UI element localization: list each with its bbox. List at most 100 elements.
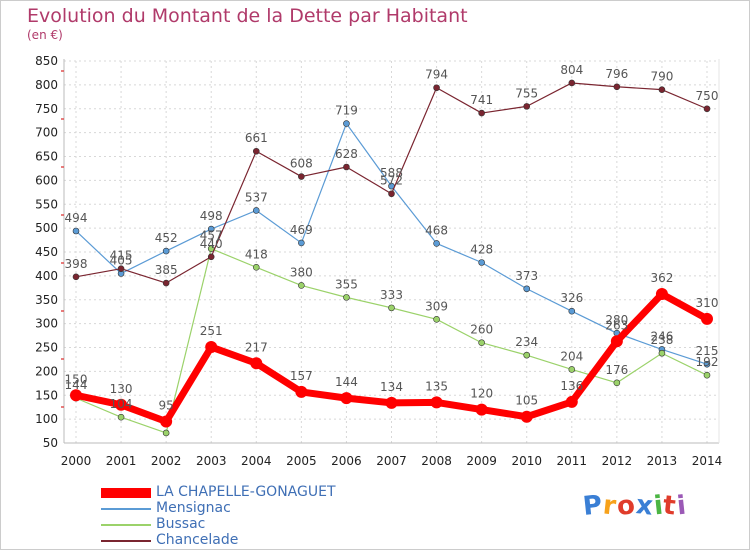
data-label: 310: [696, 296, 719, 310]
y-tick-label: 500: [35, 221, 58, 235]
data-label: 452: [155, 231, 178, 245]
data-point: [613, 83, 621, 91]
data-point: [433, 240, 440, 247]
data-label: 355: [335, 277, 358, 291]
data-point: [430, 396, 443, 409]
data-label: 415: [110, 249, 133, 263]
data-label: 120: [470, 387, 493, 401]
data-label: 150: [65, 372, 88, 386]
x-tick-label: 2006: [331, 454, 362, 468]
x-tick-label: 2013: [647, 454, 678, 468]
x-tick-label: 2011: [557, 454, 588, 468]
data-label: 263: [605, 318, 628, 332]
y-tick-label: 600: [35, 173, 58, 187]
x-tick-label: 2003: [196, 454, 227, 468]
data-point: [523, 103, 531, 110]
data-point: [298, 282, 305, 289]
data-label: 804: [560, 63, 583, 77]
data-point: [610, 335, 623, 348]
data-label: 405: [110, 253, 133, 267]
series-group: [70, 79, 713, 437]
data-label: 136: [560, 379, 583, 393]
data-point: [295, 385, 308, 398]
data-label: 741: [470, 93, 493, 107]
data-label: 135: [425, 379, 448, 393]
data-point: [205, 341, 218, 354]
x-tick-label: 2007: [376, 454, 407, 468]
data-label: 309: [425, 299, 448, 313]
data-label: 469: [290, 223, 313, 237]
legend-label: Mensignac: [156, 500, 231, 516]
data-point: [388, 190, 395, 198]
data-label: 234: [515, 335, 538, 349]
y-tick-label: 100: [35, 412, 58, 426]
data-point: [568, 307, 576, 315]
data-point: [72, 227, 80, 235]
data-point: [703, 371, 711, 379]
x-tick-label: 2008: [421, 454, 452, 468]
data-label: 468: [425, 223, 448, 237]
data-label: 104: [110, 397, 133, 411]
x-tick-label: 2004: [241, 454, 272, 468]
data-point: [343, 294, 350, 301]
data-point: [520, 410, 533, 423]
data-label: 362: [650, 271, 673, 285]
grid-lines: [64, 60, 719, 444]
x-tick-label: 2001: [106, 454, 137, 468]
data-point: [252, 147, 260, 155]
data-label: 398: [65, 257, 88, 271]
x-tick-label: 2002: [151, 454, 182, 468]
data-point: [523, 285, 531, 293]
data-point: [655, 288, 668, 301]
data-point: [70, 389, 82, 402]
data-label: 95: [159, 399, 174, 413]
data-point: [478, 339, 485, 347]
data-point: [162, 279, 170, 287]
y-tick-label: 150: [35, 388, 58, 402]
data-point: [565, 395, 578, 408]
data-label: 215: [696, 344, 719, 358]
data-point: [478, 109, 485, 117]
data-label: 238: [650, 333, 673, 347]
x-tick-label: 2000: [61, 454, 92, 468]
data-label: 755: [515, 86, 538, 100]
y-tick-label: 350: [35, 293, 58, 307]
data-label: 130: [110, 382, 133, 396]
data-label: 719: [335, 104, 358, 118]
data-point: [658, 349, 666, 357]
axes: [61, 59, 720, 444]
chart-subtitle: (en €): [27, 28, 63, 42]
legend-label: Bussac: [156, 516, 206, 532]
data-point: [162, 247, 170, 255]
data-label: 260: [470, 323, 493, 337]
data-label: 796: [605, 67, 628, 81]
brand-logo: Proxiti: [581, 490, 689, 522]
data-point: [250, 357, 263, 370]
series-la-chapelle-gonaguet: [70, 288, 713, 428]
data-label: 217: [245, 340, 268, 354]
data-point: [117, 413, 125, 421]
brand-letter: i: [675, 490, 689, 522]
data-point: [252, 207, 260, 214]
data-label: 251: [200, 324, 223, 338]
data-point: [207, 225, 215, 233]
data-point: [117, 265, 125, 273]
x-tick-label: 2009: [466, 454, 497, 468]
y-tick-label: 750: [35, 102, 58, 116]
data-label: 144: [335, 375, 358, 389]
legend-swatch: [101, 508, 151, 510]
data-point: [433, 84, 440, 92]
data-label: 144: [65, 378, 88, 392]
y-tick-label: 250: [35, 341, 58, 355]
data-label: 176: [605, 363, 628, 377]
data-point: [252, 263, 260, 271]
data-point: [568, 79, 576, 87]
legend-swatch: [101, 488, 151, 498]
data-point: [703, 360, 711, 368]
data-label: 326: [560, 291, 583, 305]
data-point: [658, 86, 666, 93]
data-point: [613, 379, 621, 387]
chart-title: Evolution du Montant de la Dette par Hab…: [27, 5, 468, 27]
data-label: 418: [245, 247, 268, 261]
